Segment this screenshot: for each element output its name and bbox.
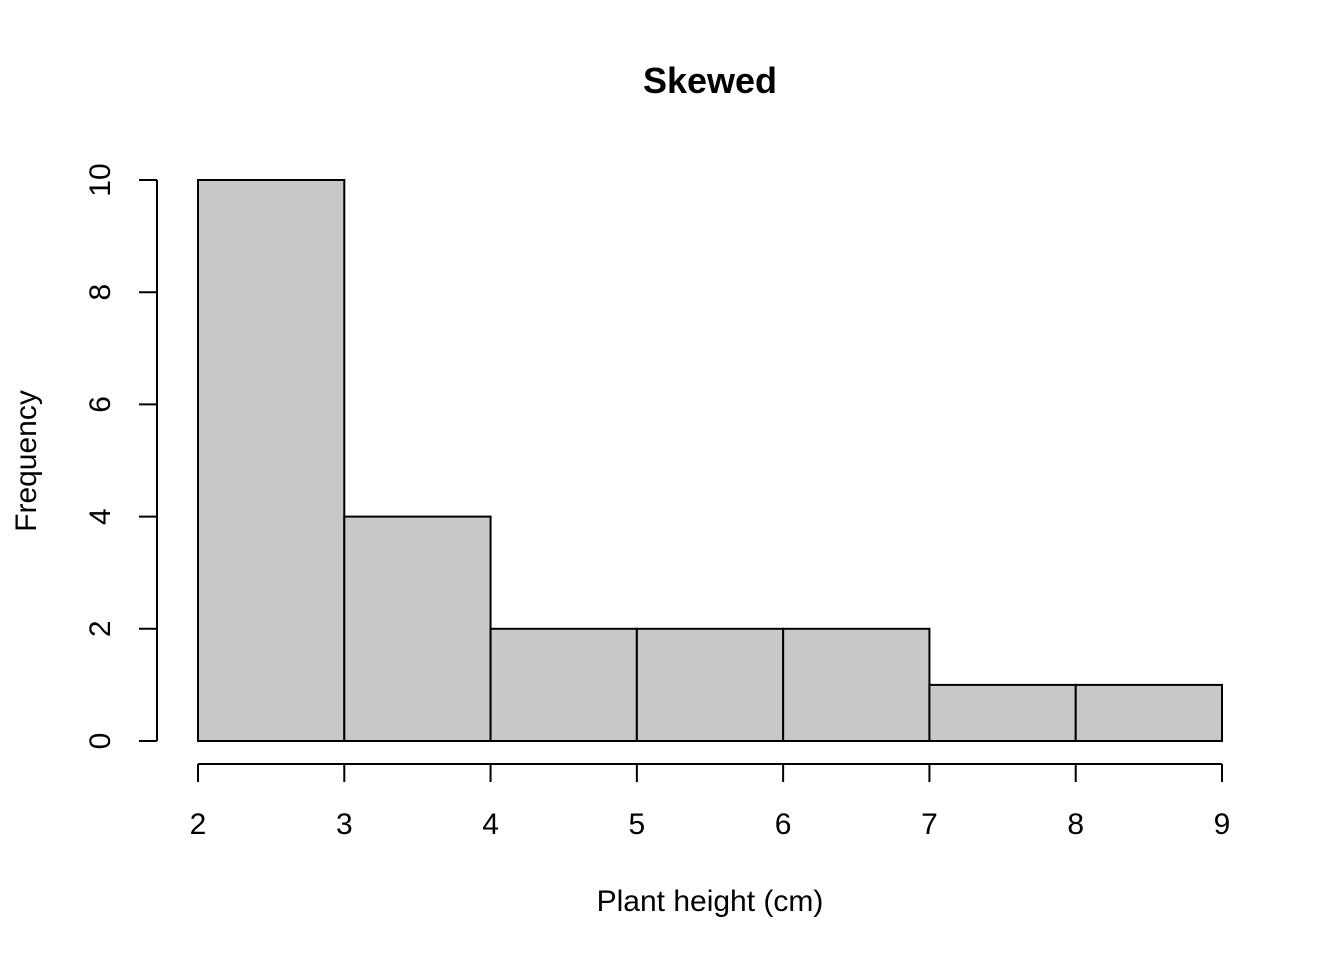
x-tick-label: 5 — [629, 808, 646, 841]
histogram-bar-7-8 — [928, 683, 1077, 743]
histogram-bar-8-9 — [1074, 683, 1223, 743]
chart-title: Skewed — [643, 60, 777, 101]
x-tick-label: 4 — [482, 808, 499, 841]
y-axis: 0 2 4 6 8 10 — [84, 163, 158, 750]
x-tick-label: 8 — [1067, 808, 1084, 841]
x-tick-label: 6 — [775, 808, 792, 841]
histogram-bar-2-3 — [197, 179, 346, 742]
x-tick-label: 3 — [336, 808, 353, 841]
x-tick-label: 9 — [1214, 808, 1231, 841]
histogram-bar-5-6 — [635, 627, 785, 742]
y-tick-label: 8 — [84, 284, 117, 301]
x-tick-label: 7 — [921, 808, 938, 841]
y-tick-label: 0 — [84, 733, 117, 750]
x-axis: 2 3 4 5 6 7 8 9 — [190, 763, 1231, 841]
y-tick-label: 4 — [84, 508, 117, 525]
histogram-bar-3-4 — [343, 515, 492, 742]
y-tick-label: 6 — [84, 396, 117, 413]
y-tick-label: 10 — [84, 163, 117, 196]
x-tick-label: 2 — [190, 808, 207, 841]
y-axis-label: Frequency — [10, 390, 43, 532]
y-tick-label: 2 — [84, 620, 117, 637]
bars-group — [197, 179, 1223, 743]
x-axis-label: Plant height (cm) — [597, 885, 824, 918]
histogram-bar-6-7 — [782, 627, 931, 742]
histogram-bar-4-5 — [489, 627, 638, 742]
